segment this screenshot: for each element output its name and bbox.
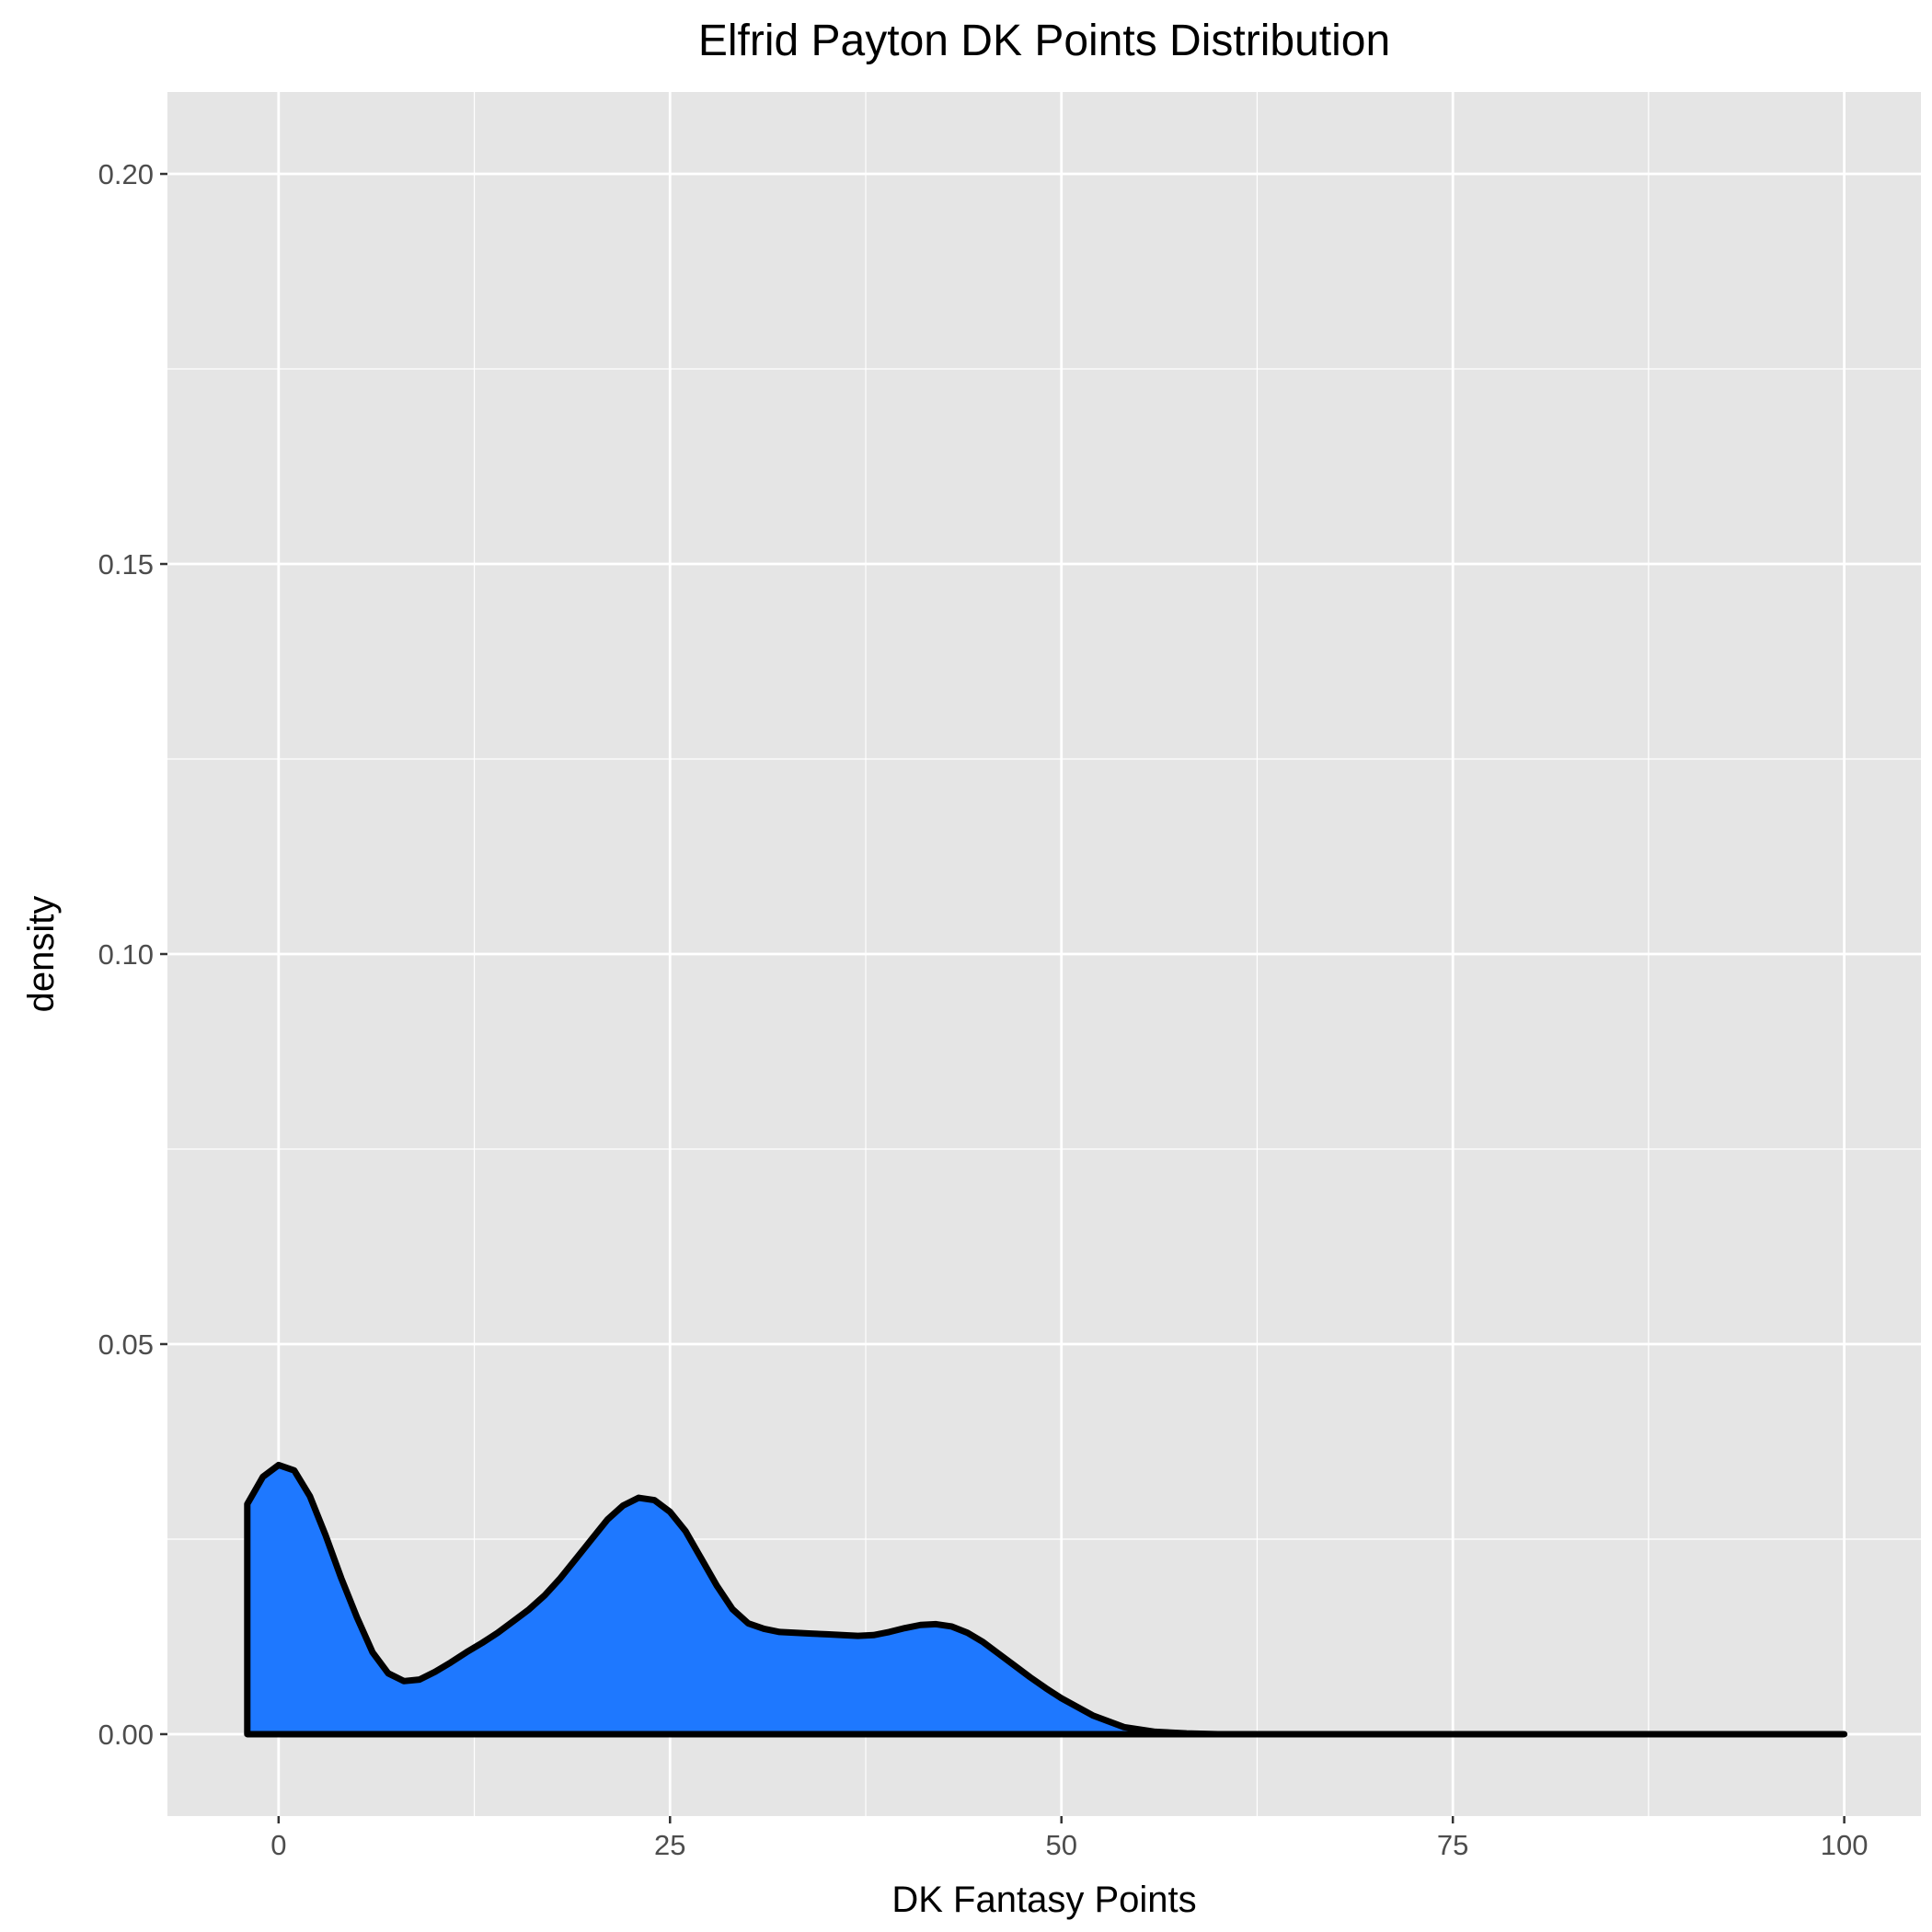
y-axis-title: density [21,896,62,1013]
chart-title: Elfrid Payton DK Points Distribution [698,17,1390,65]
density-area [244,1461,1848,1738]
x-axis-title: DK Fantasy Points [891,1880,1196,1920]
y-tick-label: 0.20 [98,158,154,190]
x-tick-label: 0 [270,1829,286,1861]
y-tick-label: 0.00 [98,1719,154,1751]
x-tick-label: 50 [1045,1829,1076,1861]
y-tick-label: 0.15 [98,548,154,581]
y-tick-label: 0.05 [98,1328,154,1361]
x-tick-label: 25 [654,1829,685,1861]
x-tick-label: 100 [1821,1829,1869,1861]
y-tick-label: 0.10 [98,938,154,971]
x-tick-label: 75 [1437,1829,1468,1861]
plot-area: 0 25 50 75 100 0.00 0.05 0.10 0.15 0.20 [98,92,1921,1861]
